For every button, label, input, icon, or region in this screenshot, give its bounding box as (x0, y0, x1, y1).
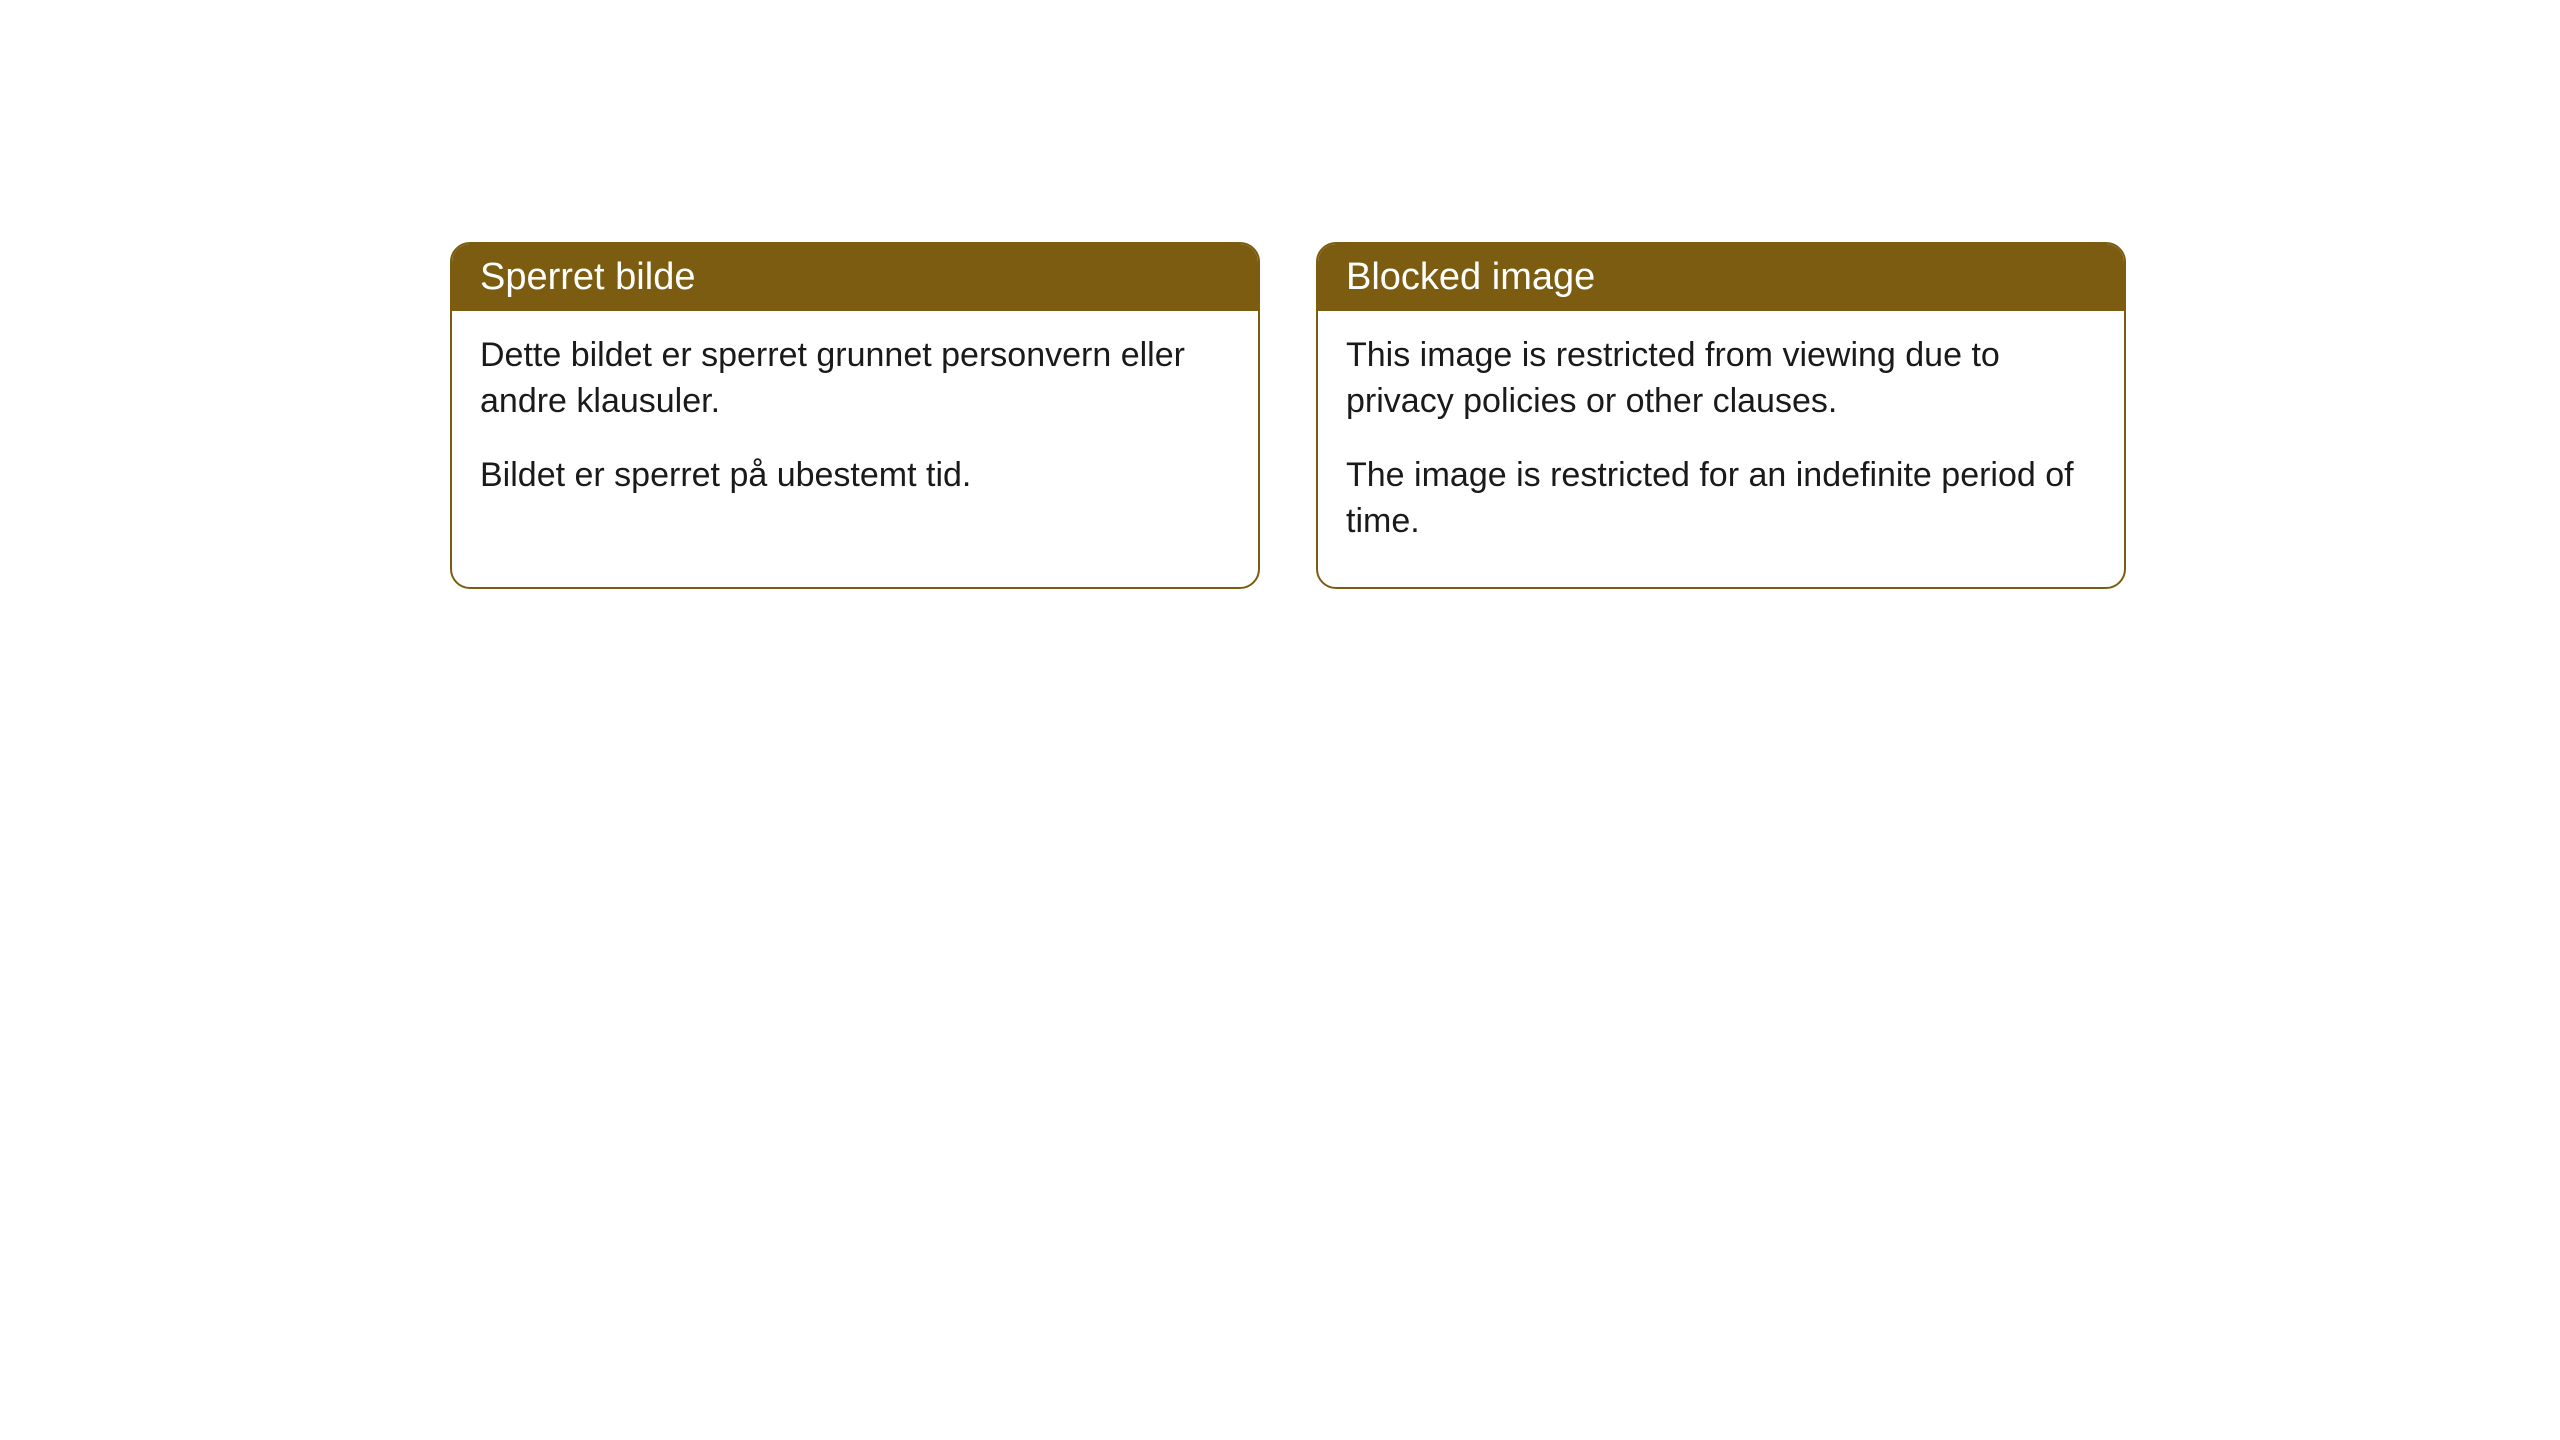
card-paragraph: This image is restricted from viewing du… (1346, 333, 2096, 425)
card-paragraph: The image is restricted for an indefinit… (1346, 453, 2096, 545)
card-header: Sperret bilde (452, 244, 1258, 311)
blocked-image-card-no: Sperret bilde Dette bildet er sperret gr… (450, 242, 1260, 589)
card-title: Blocked image (1346, 256, 1595, 298)
notice-container: Sperret bilde Dette bildet er sperret gr… (0, 0, 2560, 589)
blocked-image-card-en: Blocked image This image is restricted f… (1316, 242, 2126, 589)
card-paragraph: Bildet er sperret på ubestemt tid. (480, 453, 1230, 499)
card-header: Blocked image (1318, 244, 2124, 311)
card-body: Dette bildet er sperret grunnet personve… (452, 311, 1258, 541)
card-body: This image is restricted from viewing du… (1318, 311, 2124, 587)
card-paragraph: Dette bildet er sperret grunnet personve… (480, 333, 1230, 425)
card-title: Sperret bilde (480, 256, 695, 298)
